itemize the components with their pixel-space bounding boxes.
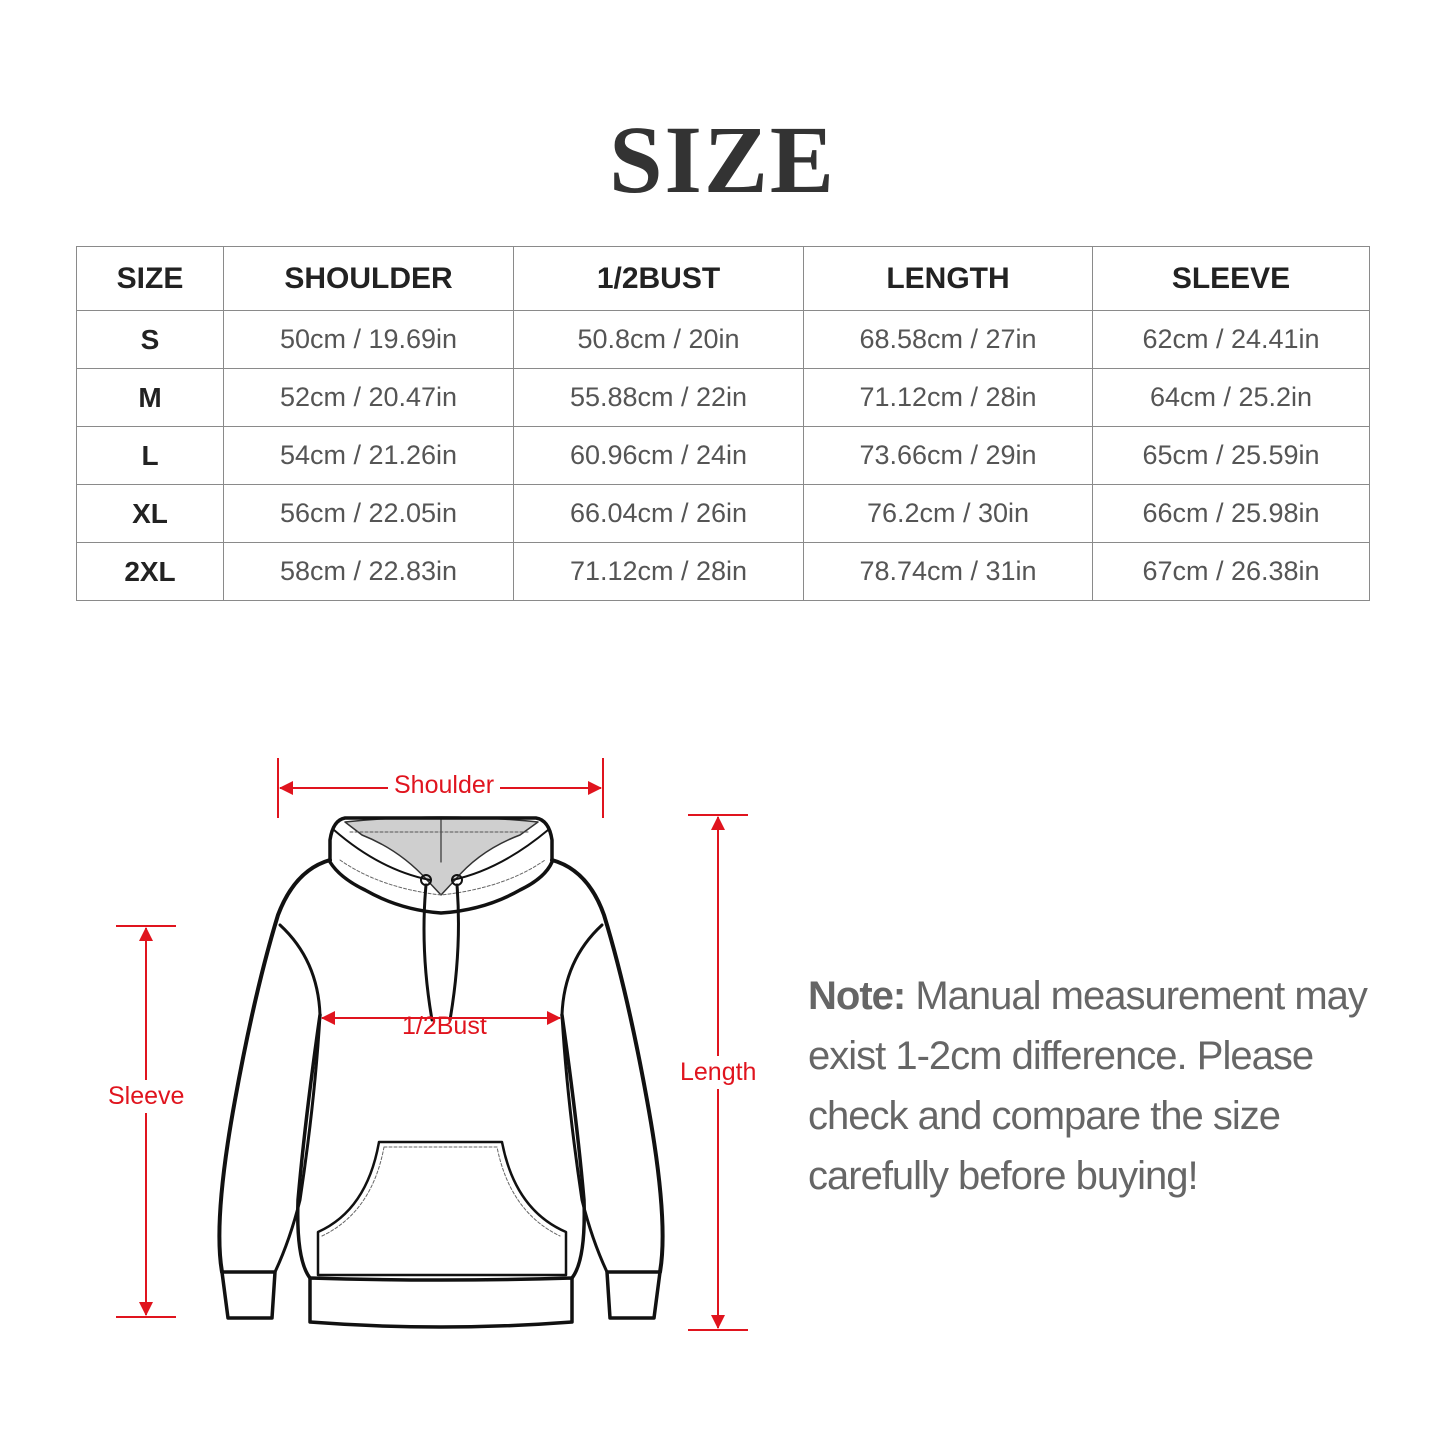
header-bust: 1/2BUST [513, 246, 804, 311]
size-cell: S [76, 310, 224, 369]
page-title: SIZE [609, 106, 836, 213]
table-row: 2XL 58cm / 22.83in 71.12cm / 28in 78.74cm /… [76, 542, 1370, 601]
shoulder-label: Shoulder [388, 771, 501, 800]
table-header-row: SIZE SHOULDER 1/2BUST LENGTH SLEEVE [76, 246, 1370, 311]
measurement-cell: 54cm / 21.26in [223, 426, 514, 485]
measurement-cell: 65cm / 25.59in [1092, 426, 1370, 485]
size-cell: M [76, 368, 224, 427]
measurement-cell: 62cm / 24.41in [1092, 310, 1370, 369]
measurement-cell: 78.74cm / 31in [803, 542, 1093, 601]
measurement-cell: 58cm / 22.83in [223, 542, 514, 601]
note-text: Note: Manual measurement may exist 1-2cm… [808, 966, 1408, 1206]
size-table: SIZE SHOULDER 1/2BUST LENGTH SLEEVE S 50c… [76, 246, 1370, 601]
bust-label: 1/2Bust [402, 1012, 487, 1040]
table-row: M 52cm / 20.47in 55.88cm / 22in 71.12cm / 2… [76, 368, 1370, 427]
hoodie-icon [217, 816, 665, 1329]
measurement-cell: 50.8cm / 20in [513, 310, 804, 369]
header-size: SIZE [76, 246, 224, 311]
sleeve-label: Sleeve [108, 1080, 185, 1113]
header-sleeve: SLEEVE [1092, 246, 1370, 311]
size-cell: 2XL [76, 542, 224, 601]
header-length: LENGTH [803, 246, 1093, 311]
measurement-cell: 55.88cm / 22in [513, 368, 804, 427]
note-body: Manual measurement may exist 1-2cm diffe… [808, 974, 1368, 1198]
size-cell: XL [76, 484, 224, 543]
measurement-cell: 50cm / 19.69in [223, 310, 514, 369]
table-row: XL 56cm / 22.05in 66.04cm / 26in 76.2cm / 3… [76, 484, 1370, 543]
size-cell: L [76, 426, 224, 485]
measurement-cell: 66cm / 25.98in [1092, 484, 1370, 543]
length-label: Length [680, 1056, 757, 1089]
table-row: S 50cm / 19.69in 50.8cm / 20in 68.58cm / 27… [76, 310, 1370, 369]
measurement-cell: 52cm / 20.47in [223, 368, 514, 427]
table-row: L 54cm / 21.26in 60.96cm / 24in 73.66cm / 2… [76, 426, 1370, 485]
measurement-cell: 60.96cm / 24in [513, 426, 804, 485]
measurement-cell: 66.04cm / 26in [513, 484, 804, 543]
measurement-cell: 64cm / 25.2in [1092, 368, 1370, 427]
note-label: Note: [808, 974, 906, 1018]
measurement-cell: 71.12cm / 28in [803, 368, 1093, 427]
measurement-cell: 67cm / 26.38in [1092, 542, 1370, 601]
measurement-cell: 56cm / 22.05in [223, 484, 514, 543]
